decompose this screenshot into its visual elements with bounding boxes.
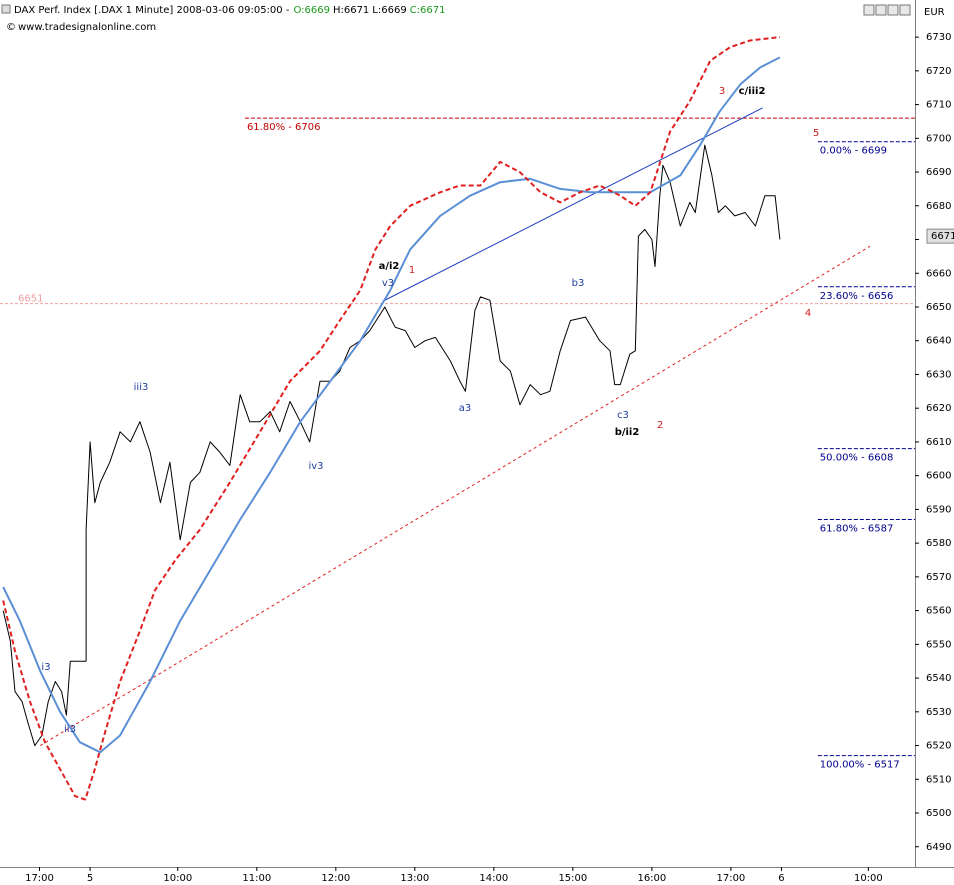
- y-tick-label: 6640: [926, 336, 951, 347]
- level-label: 50.00% - 6608: [820, 453, 894, 464]
- y-tick-label: 6580: [926, 538, 951, 549]
- y-tick-label: 6630: [926, 369, 951, 380]
- x-tick-label: 10:00: [854, 873, 883, 884]
- x-tick-label: 13:00: [400, 873, 429, 884]
- ohlc-value: L:6669: [372, 5, 406, 16]
- level-label: 23.60% - 6656: [820, 291, 894, 302]
- y-tick-label: 6530: [926, 707, 951, 718]
- chart-subtitle: www.tradesignalonline.com: [18, 22, 156, 33]
- annotation: a3: [459, 403, 472, 414]
- button[interactable]: [875, 4, 887, 16]
- y-tick-label: 6660: [926, 268, 951, 279]
- y-tick-label: 6520: [926, 741, 951, 752]
- last-price-tag: [926, 228, 954, 244]
- y-tick-label: 6610: [926, 437, 951, 448]
- annotation: 5: [813, 128, 819, 139]
- y-tick-label: 6720: [926, 66, 951, 77]
- annotation: 1: [409, 265, 415, 276]
- y-tick-label: 6490: [926, 842, 951, 853]
- y-tick-label: 6510: [926, 774, 951, 785]
- annotation: b3: [572, 278, 585, 289]
- trendline: [384, 107, 763, 301]
- chart-title: DAX Perf. Index [.DAX 1 Minute] 2008-03-…: [14, 5, 290, 16]
- annotation: ii3: [64, 724, 76, 735]
- ohlc-value: O:6669: [293, 5, 330, 16]
- last-price-label: 6671: [931, 231, 954, 242]
- button[interactable]: [887, 4, 899, 16]
- x-tick-label: 15:00: [558, 873, 587, 884]
- y-tick-label: 6650: [926, 302, 951, 313]
- x-tick-label: 5: [87, 873, 93, 884]
- y-tick-label: 6540: [926, 673, 951, 684]
- x-tick-label: 17:00: [716, 873, 745, 884]
- x-tick-label: 10:00: [163, 873, 192, 884]
- x-tick-label: 16:00: [637, 873, 666, 884]
- annotation: iv3: [308, 461, 323, 472]
- title-icon: [1, 4, 11, 14]
- level-label: 100.00% - 6517: [820, 760, 900, 771]
- y-tick-label: 6550: [926, 639, 951, 650]
- button[interactable]: [863, 4, 875, 16]
- x-tick-label: 11:00: [242, 873, 271, 884]
- annotation: c3: [617, 410, 629, 421]
- annotation: c/iii2: [739, 86, 766, 97]
- trendline: [40, 245, 871, 746]
- annotation: v3: [382, 278, 394, 289]
- x-tick-label: 12:00: [321, 873, 350, 884]
- window-buttons[interactable]: [863, 4, 911, 16]
- annotation: 4: [805, 308, 811, 319]
- series-line: [2, 56, 781, 754]
- button[interactable]: [899, 4, 911, 16]
- y-tick-label: 6590: [926, 504, 951, 515]
- annotation: 2: [657, 420, 663, 431]
- y-tick-label: 6560: [926, 606, 951, 617]
- level-label: 61.80% - 6587: [820, 524, 894, 535]
- y-tick-label: 6500: [926, 808, 951, 819]
- ohlc-value: C:6671: [410, 5, 446, 16]
- annotation: i3: [41, 662, 50, 673]
- y-tick-label: 6570: [926, 572, 951, 583]
- annotation: a/i2: [379, 261, 400, 272]
- y-tick-label: 6700: [926, 133, 951, 144]
- y-axis-label: EUR: [924, 7, 945, 18]
- series-line: [2, 144, 781, 747]
- source-icon: ©: [6, 22, 16, 33]
- annotation: 3: [719, 86, 725, 97]
- reference-label: 6651: [18, 294, 43, 305]
- x-tick-label: 14:00: [479, 873, 508, 884]
- y-tick-label: 6690: [926, 167, 951, 178]
- y-tick-label: 6620: [926, 403, 951, 414]
- x-tick-label: 6: [778, 873, 784, 884]
- x-tick-label: 17:00: [25, 873, 54, 884]
- ohlc-value: H:6671: [333, 5, 369, 16]
- y-tick-label: 6730: [926, 32, 951, 43]
- y-tick-label: 6680: [926, 201, 951, 212]
- level-label: 61.80% - 6706: [247, 122, 321, 133]
- annotation: iii3: [134, 382, 149, 393]
- series-line: [2, 36, 781, 801]
- y-tick-label: 6710: [926, 100, 951, 111]
- y-tick-label: 6600: [926, 471, 951, 482]
- annotation: b/ii2: [615, 427, 640, 438]
- level-label: 0.00% - 6699: [820, 146, 887, 157]
